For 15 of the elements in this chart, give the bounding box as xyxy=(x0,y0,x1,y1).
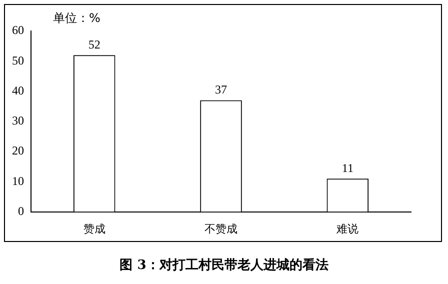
y-axis-title: 单位：% xyxy=(53,11,100,26)
y-tick-label: 30 xyxy=(12,114,24,128)
x-tick-label: 难说 xyxy=(336,222,359,236)
data-label: 37 xyxy=(215,82,227,96)
y-tick-label: 0 xyxy=(18,204,24,218)
x-tick-label: 不赞成 xyxy=(204,222,238,236)
y-tick-label: 10 xyxy=(12,174,24,188)
y-tick-label: 20 xyxy=(12,144,24,158)
y-tick-label: 50 xyxy=(12,53,24,68)
data-label: 52 xyxy=(88,37,100,52)
y-tick-label: 40 xyxy=(12,83,24,98)
x-tick-label: 赞成 xyxy=(83,222,106,236)
y-tick-label: 60 xyxy=(12,23,24,38)
data-label: 11 xyxy=(342,160,354,175)
text: 图 3：对打工村民带老人进城的看法 xyxy=(118,257,330,274)
